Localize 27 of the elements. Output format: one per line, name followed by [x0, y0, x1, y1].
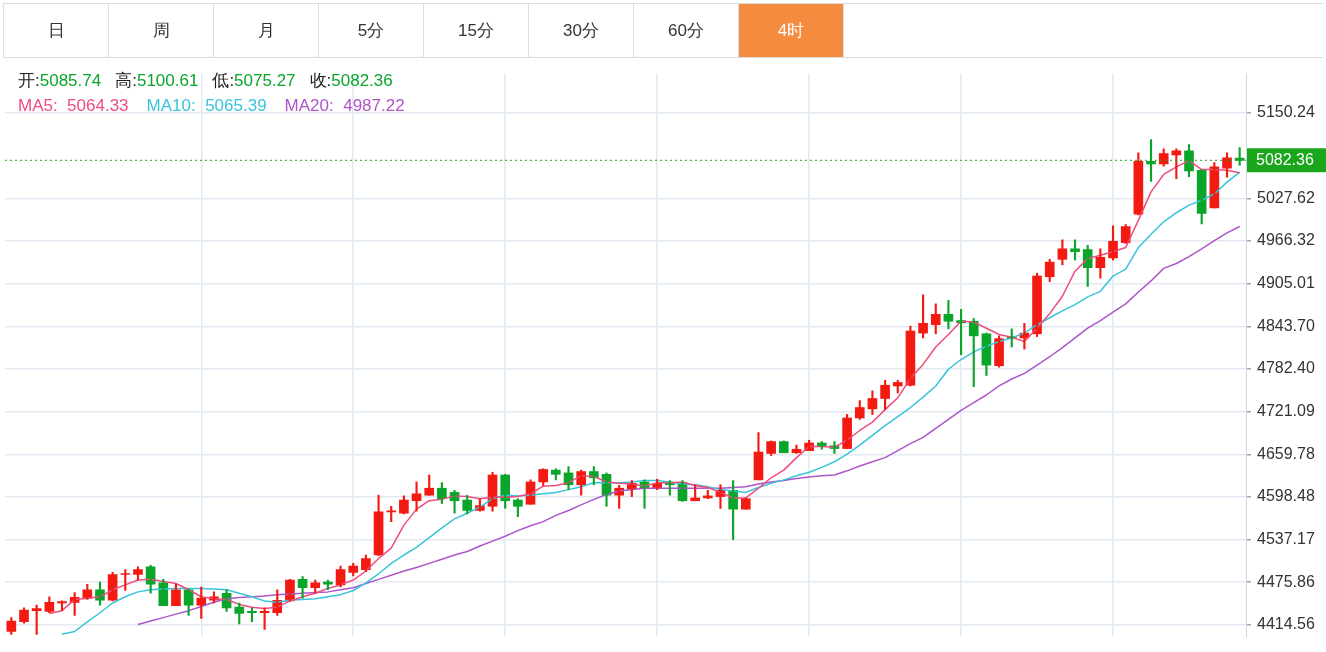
text: 月: [257, 20, 275, 42]
text: MA5: 5064.33: [18, 96, 129, 115]
y-tick-label: 4843.70: [1257, 316, 1315, 334]
text: 5分: [357, 20, 385, 42]
y-tick-label: 4782.40: [1257, 359, 1315, 377]
y-tick-label: 4537.17: [1257, 529, 1315, 547]
y-tick-label: 4475.86: [1257, 572, 1315, 590]
text: 15分: [458, 20, 494, 42]
y-tick-label: 5027.62: [1257, 188, 1315, 206]
chart-subtitle: 开:5085.74 高:5100.61 低:5075.27 收:5082.36: [18, 71, 393, 90]
text: 30分: [563, 20, 599, 42]
text: 60分: [668, 20, 704, 42]
text: 4时: [777, 20, 805, 42]
y-tick-label: 4659.78: [1257, 444, 1315, 462]
y-tick-label: 4598.48: [1257, 487, 1315, 505]
text: 日: [47, 20, 65, 42]
candlestick: [285, 579, 295, 602]
y-tick-label: 4721.09: [1257, 402, 1315, 420]
y-tick-label: 5150.24: [1257, 103, 1315, 121]
text: MA20: 4987.22: [284, 96, 405, 115]
y-tick-label: 4905.01: [1257, 274, 1315, 292]
ref-line-label: 5082.36: [1256, 150, 1314, 168]
y-tick-label: 4414.56: [1257, 615, 1315, 633]
text: MA10: 5065.39: [146, 96, 267, 115]
text: 周: [152, 20, 170, 42]
y-tick-label: 4966.32: [1257, 231, 1315, 249]
candlestick: [120, 569, 131, 591]
